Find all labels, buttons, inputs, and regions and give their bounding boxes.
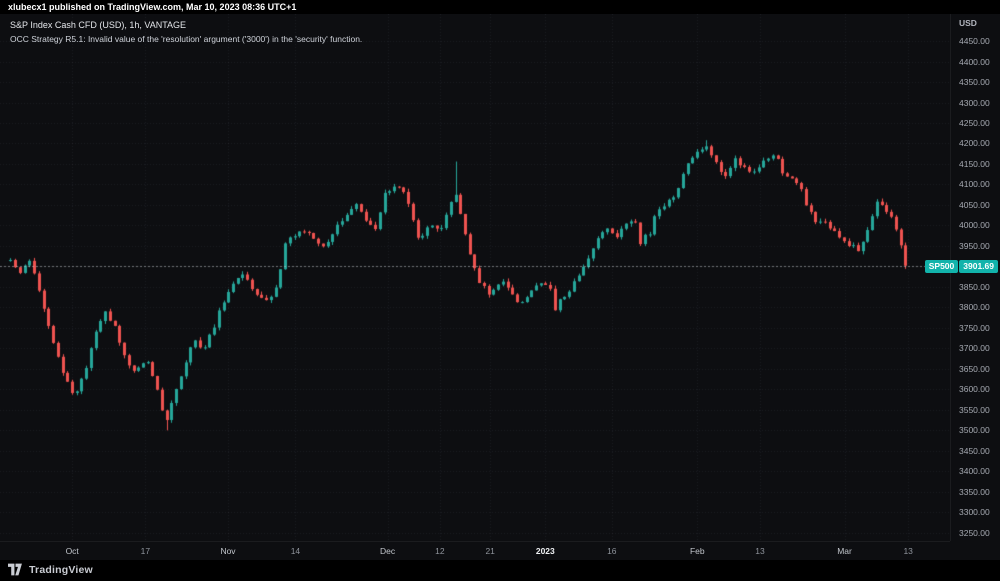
price-axis-label: 4350.00	[959, 77, 990, 88]
time-axis-label: Feb	[689, 546, 705, 556]
price-axis-label: 3250.00	[959, 527, 990, 538]
footer-bar: TradingView	[0, 560, 1000, 581]
price-axis-label: 3600.00	[959, 384, 990, 395]
price-axis-label: 3350.00	[959, 486, 990, 497]
candlestick-canvas[interactable]	[0, 14, 950, 541]
price-axis-label: 4400.00	[959, 56, 990, 67]
price-axis-label: 3300.00	[959, 507, 990, 518]
attribution-bar: xlubecx1 published on TradingView.com, M…	[0, 0, 1000, 14]
price-axis-label: 3800.00	[959, 302, 990, 313]
price-axis-label: 4000.00	[959, 220, 990, 231]
price-axis-label: 4100.00	[959, 179, 990, 190]
strategy-error-message[interactable]: OCC Strategy R5.1: Invalid value of the …	[10, 34, 363, 44]
chart-area: S&P Index Cash CFD (USD), 1h, VANTAGE OC…	[0, 14, 1000, 560]
price-axis[interactable]: USD 4450.00 4400.00 4350.00 4300.00 4250.00 4…	[950, 14, 1000, 541]
price-axis-label: 4250.00	[959, 118, 990, 128]
price-axis-label: 4150.00	[959, 158, 990, 169]
price-axis-label: 3550.00	[959, 404, 990, 415]
time-axis-label: 17	[140, 546, 151, 556]
price-axis-label: 3950.00	[959, 240, 990, 251]
currency-label: USD	[959, 18, 977, 28]
price-axis-label: 4300.00	[959, 97, 990, 108]
price-axis-label: 3700.00	[959, 343, 990, 354]
attribution-text: xlubecx1 published on TradingView.com, M…	[8, 2, 297, 12]
price-axis-label: 4200.00	[959, 138, 990, 149]
tradingview-logo[interactable]: TradingView	[8, 563, 93, 576]
chart-legend: S&P Index Cash CFD (USD), 1h, VANTAGE OC…	[10, 20, 362, 44]
time-axis-label: 16	[607, 546, 617, 556]
time-axis-label: 12	[435, 546, 445, 556]
time-axis[interactable]: Oct 17 Nov 14 Dec 12 21 2023 16 Feb 13 Mar 13	[0, 541, 950, 561]
last-price-badge: SP500 3901.69	[924, 259, 998, 273]
price-axis-label: 4450.00	[959, 36, 990, 47]
price-axis-label: 3400.00	[959, 466, 990, 477]
price-axis-label: 4050.00	[959, 199, 990, 210]
tradingview-icon	[8, 563, 22, 576]
price-axis-label: 3500.00	[959, 425, 990, 436]
price-axis-label: 3450.00	[959, 445, 990, 456]
symbol-title[interactable]: S&P Index Cash CFD (USD), 1h, VANTAGE	[10, 20, 187, 30]
time-axis-label: Nov	[220, 546, 236, 556]
badge-value: 3901.69	[959, 259, 998, 273]
badge-symbol: SP500	[924, 259, 959, 273]
time-axis-label: 14	[290, 546, 301, 556]
price-axis-label: 3850.00	[959, 281, 990, 292]
time-axis-label: Dec	[380, 546, 396, 556]
time-axis-label: 21	[485, 546, 495, 556]
time-axis-label: Oct	[65, 546, 79, 556]
brand-name: TradingView	[29, 563, 93, 576]
price-axis-label: 3750.00	[959, 322, 990, 333]
time-axis-label: 13	[903, 546, 913, 556]
price-axis-label: 3650.00	[959, 363, 990, 374]
time-axis-label: 13	[755, 546, 765, 556]
time-axis-label: 2023	[535, 546, 555, 556]
time-axis-label: Mar	[837, 546, 852, 556]
